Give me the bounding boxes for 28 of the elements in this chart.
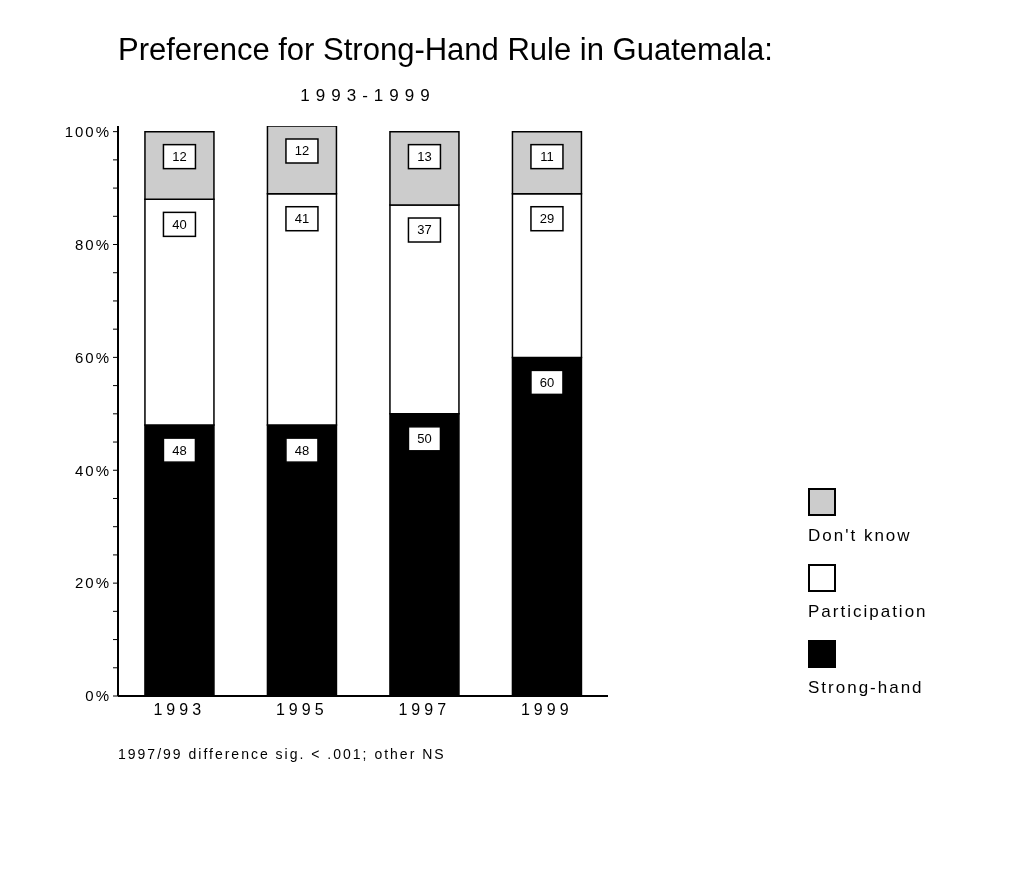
y-tick-label: 40% [74,461,111,479]
x-tick-label: 1997 [398,701,451,719]
data-label: 12 [294,143,310,159]
chart-title: Preference for Strong-Hand Rule in Guatemala: [117,31,774,68]
legend-label: Don't know [808,526,913,546]
y-tick-label: 60% [74,348,111,366]
data-label: 29 [539,211,555,227]
x-tick-label: 1999 [520,701,573,719]
data-label: 41 [294,211,310,227]
x-tick-label: 1995 [275,701,328,719]
data-label: 13 [417,149,432,165]
data-label: 48 [172,442,187,458]
data-label: 12 [172,149,187,165]
text: 1997/99 difference sig. < .001; other NS [117,746,447,762]
data-label: 48 [294,442,310,458]
data-label: 60 [539,374,555,390]
y-tick-label: 100% [64,122,111,140]
legend-label: Strong-hand [808,678,925,698]
chart-subtitle: 1993-1999 [299,86,437,106]
y-tick-label: 0% [85,687,111,705]
legend-label: Participation [808,602,929,622]
data-label: 40 [172,216,187,232]
data-label: 50 [417,431,432,447]
x-tick-label: 1993 [153,701,206,719]
y-tick-label: 20% [74,574,111,592]
y-tick-label: 80% [74,235,111,253]
data-label: 11 [540,149,554,165]
data-label: 37 [417,222,432,238]
